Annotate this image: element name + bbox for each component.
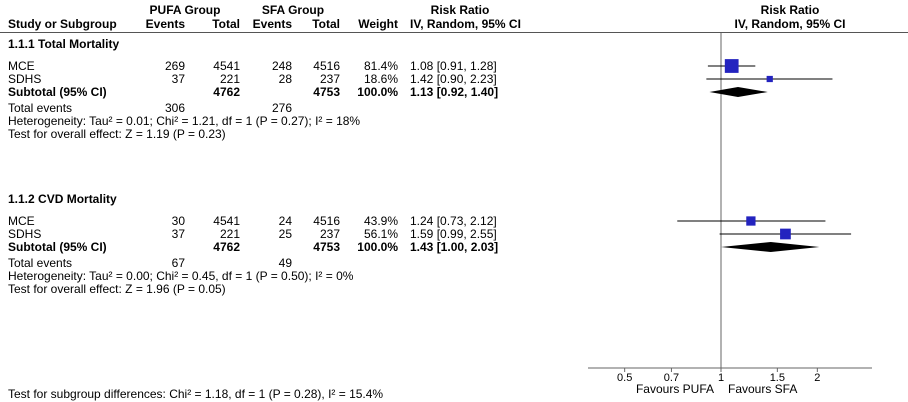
axis-tick-label: 1.5 [770,372,785,384]
pufa-total-cell: 221 [219,227,240,241]
weight-cell: 100.0% [357,240,398,254]
weight-header: Weight [358,17,398,31]
sfa-total-header: Total [312,17,340,31]
heterogeneity-row: Heterogeneity: Tau² = 0.00; Chi² = 0.45,… [0,270,908,283]
axis-tick-label: 0.7 [664,372,679,384]
effect-square [780,228,791,240]
sfa-total-cell: 237 [319,72,340,86]
study-label: MCE [8,59,35,73]
subtotal-row: Subtotal (95% CI) 4762 4753 100.0% 1.13 [0.9… [0,86,908,99]
sfa-events-cell: 248 [271,59,292,73]
pufa-events-cell: 306 [164,101,185,115]
pufa-events-cell: 269 [164,59,185,73]
ci-text-cell: 1.08 [0.91, 1.28] [410,59,497,73]
study-row: SDHS 37 221 28 237 18.6% 1.42 [0.90, 2.23] [0,73,908,86]
subgroup-heading-row: 1.1.2 CVD Mortality [0,193,908,206]
study-label: SDHS [8,227,42,241]
subtotal-row: Subtotal (95% CI) 4762 4753 100.0% 1.43 [1.0… [0,241,908,254]
ci-text-cell: 1.43 [1.00, 2.03] [410,240,499,254]
ci-text-cell: 1.13 [0.92, 1.40] [410,85,499,99]
total-events-label: Total events [8,256,73,270]
study-row: SDHS 37 221 25 237 56.1% 1.59 [0.99, 2.55] [0,228,908,241]
study-row: MCE 269 4541 248 4516 81.4% 1.08 [0.91, 1.28] [0,60,908,73]
ci-text-cell: 1.59 [0.99, 2.55] [410,227,497,241]
total-events-label: Total events [8,101,73,115]
subgroup-heading: 1.1.2 CVD Mortality [8,192,117,206]
sfa-group-header: SFA Group [261,3,325,17]
weight-cell: 100.0% [357,85,398,99]
sfa-total-cell: 4753 [313,240,340,254]
weight-cell: 18.6% [363,72,398,86]
sfa-events-cell: 25 [278,227,292,241]
sfa-events-cell: 24 [278,214,292,228]
sfa-total-cell: 4516 [313,59,340,73]
study-or-subgroup-header: Study or Subgroup [8,17,117,31]
axis-tick-label: 2 [814,372,820,384]
effect-square [724,59,739,73]
axis-tick-label: 1 [718,372,724,384]
pufa-total-cell: 4762 [213,85,240,99]
pufa-group-header: PUFA Group [149,3,221,17]
pufa-total-cell: 221 [219,72,240,86]
sfa-events-header: Events [252,17,292,31]
study-row: MCE 30 4541 24 4516 43.9% 1.24 [0.73, 2.12] [0,215,908,228]
ci-text-cell: 1.42 [0.90, 2.23] [410,72,497,86]
effect-square [746,216,756,226]
total-events-row: Total events 306 276 [0,102,908,115]
sfa-events-cell: 28 [278,72,292,86]
sfa-events-cell: 49 [278,256,292,270]
pufa-total-cell: 4541 [213,214,240,228]
pufa-events-cell: 37 [171,227,185,241]
subgroup-heading: 1.1.1 Total Mortality [8,37,120,51]
weight-cell: 56.1% [363,227,398,241]
risk-ratio-plot-header: Risk Ratio [760,3,820,17]
pufa-events-header: Events [145,17,185,31]
overall-effect-row: Test for overall effect: Z = 1.19 (P = 0… [0,128,908,141]
sfa-total-cell: 237 [319,227,340,241]
overall-effect-text: Test for overall effect: Z = 1.19 (P = 0… [8,127,226,141]
axis-tick-label: 0.5 [617,372,632,384]
pufa-events-cell: 37 [171,72,185,86]
risk-ratio-text-header: Risk Ratio [430,3,490,17]
sfa-total-cell: 4753 [313,85,340,99]
total-events-row: Total events 67 49 [0,257,908,270]
method-plot-header: IV, Random, 95% CI [734,17,846,31]
pufa-events-cell: 30 [171,214,185,228]
study-label: SDHS [8,72,42,86]
favours-left-label: Favours PUFA [635,382,714,396]
overall-effect-text: Test for overall effect: Z = 1.96 (P = 0… [8,282,226,296]
subgroup-differences-text: Test for subgroup differences: Chi² = 1.… [8,387,384,401]
subtotal-label: Subtotal (95% CI) [8,240,107,254]
subtotal-diamond [709,87,768,97]
weight-cell: 81.4% [363,59,398,73]
method-text-header: IV, Random, 95% CI [410,17,521,31]
subgroup-heading-row: 1.1.1 Total Mortality [0,38,908,51]
heterogeneity-row: Heterogeneity: Tau² = 0.01; Chi² = 1.21,… [0,115,908,128]
study-label: MCE [8,214,35,228]
subtotal-label: Subtotal (95% CI) [8,85,107,99]
header-divider [0,32,908,33]
pufa-total-cell: 4541 [213,59,240,73]
sfa-total-cell: 4516 [313,214,340,228]
subtotal-diamond [721,242,820,252]
overall-effect-row: Test for overall effect: Z = 1.96 (P = 0… [0,283,908,296]
heterogeneity-text: Heterogeneity: Tau² = 0.00; Chi² = 0.45,… [8,269,354,283]
pufa-total-cell: 4762 [213,240,240,254]
favours-right-label: Favours SFA [728,382,798,396]
pufa-events-cell: 67 [171,256,185,270]
weight-cell: 43.9% [363,214,398,228]
effect-square [766,75,773,83]
heterogeneity-text: Heterogeneity: Tau² = 0.01; Chi² = 1.21,… [8,114,361,128]
sfa-events-cell: 276 [271,101,292,115]
pufa-total-header: Total [212,17,240,31]
ci-text-cell: 1.24 [0.73, 2.12] [410,214,497,228]
